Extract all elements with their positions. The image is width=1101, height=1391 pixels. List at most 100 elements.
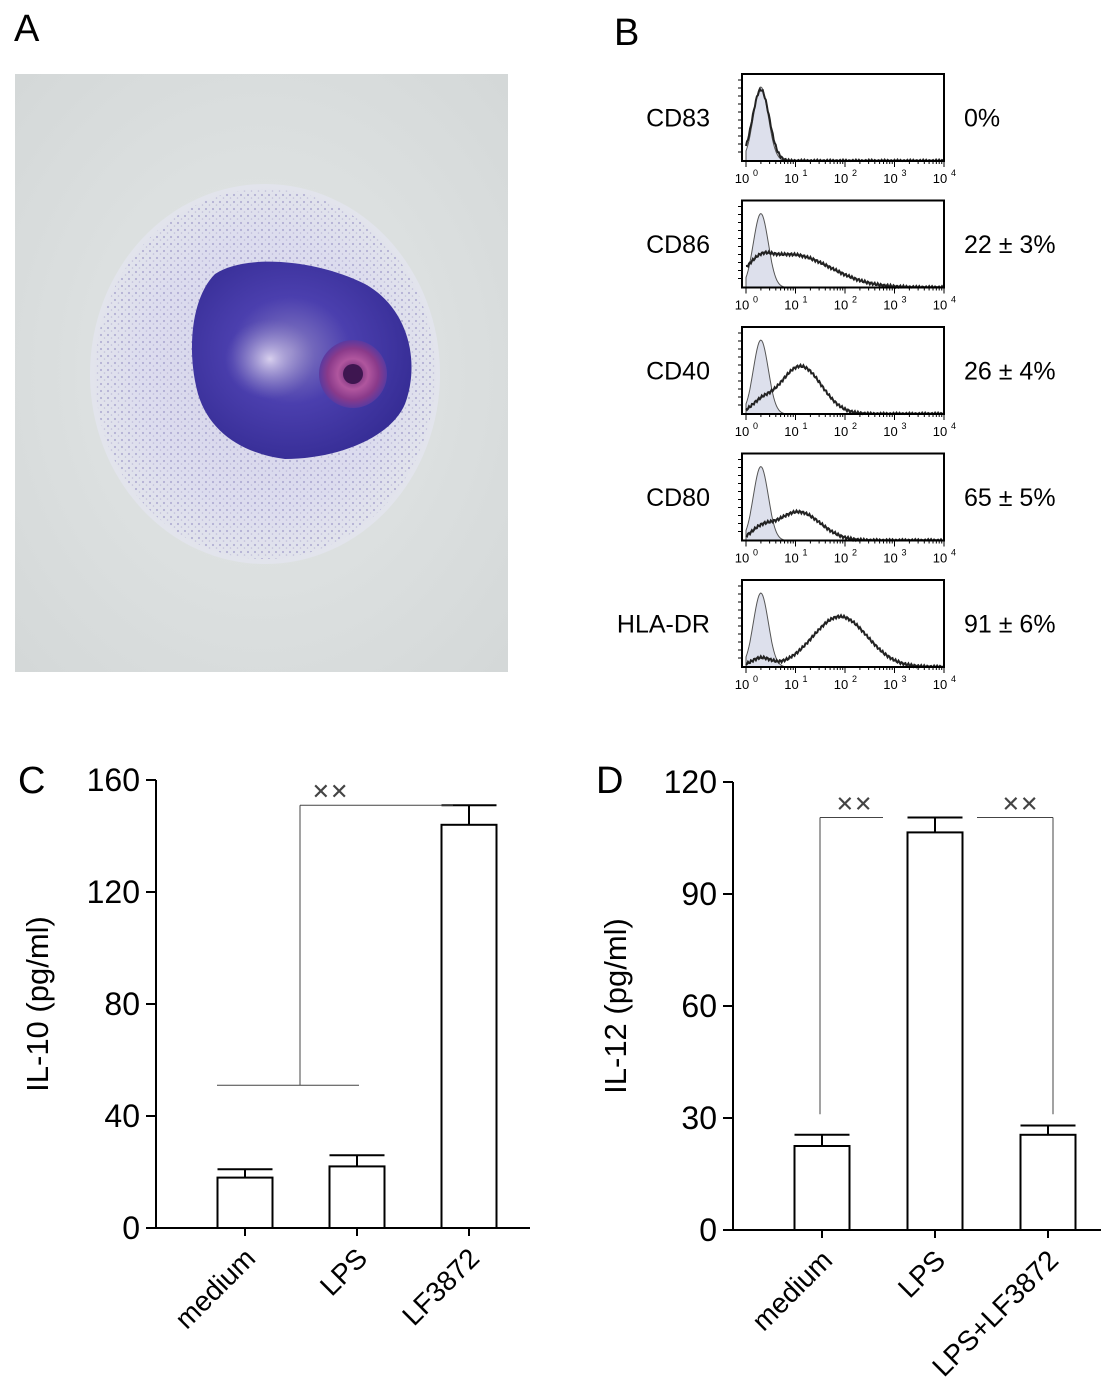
y-tick-label: 60 bbox=[681, 988, 717, 1024]
panel-c-letter: C bbox=[18, 760, 46, 802]
y-tick-label: 160 bbox=[87, 762, 140, 798]
x-tick-exponent: 1 bbox=[803, 548, 808, 558]
x-tick-exponent: 1 bbox=[803, 421, 808, 431]
x-tick-exponent: 4 bbox=[951, 674, 956, 684]
marker-label: CD40 bbox=[646, 358, 710, 386]
y-axis-label: IL-12 (pg/ml) bbox=[598, 918, 633, 1094]
significance-label: ✕✕ bbox=[312, 779, 349, 804]
significance-label: ✕✕ bbox=[836, 791, 873, 816]
y-tick-label: 90 bbox=[681, 876, 717, 912]
x-tick-exponent: 4 bbox=[951, 421, 956, 431]
x-tick-label: 10 bbox=[883, 424, 897, 439]
marker-percent: 22 ± 3% bbox=[964, 231, 1056, 259]
marker-label: CD83 bbox=[646, 105, 710, 133]
x-tick-exponent: 1 bbox=[803, 168, 808, 178]
x-tick-label: 10 bbox=[883, 171, 897, 186]
histogram-hla-dr: HLA-DR 91 ± 6% 10 0 10 1 10 2 10 3 10 4 bbox=[617, 579, 1056, 692]
bar-medium bbox=[793, 1145, 851, 1231]
histogram-cd80: CD80 65 ± 5% 10 0 10 1 10 2 10 3 10 4 bbox=[646, 452, 1056, 566]
isotype-control-curve bbox=[745, 86, 826, 162]
x-tick-label: 10 bbox=[883, 298, 897, 313]
marker-label: CD80 bbox=[646, 484, 710, 512]
x-tick-exponent: 3 bbox=[902, 168, 907, 178]
stained-curve bbox=[745, 249, 944, 290]
x-tick-label: 10 bbox=[735, 551, 749, 566]
significance-label: ✕✕ bbox=[1002, 791, 1039, 816]
isotype-control-curve bbox=[745, 466, 826, 541]
x-tick-label: 10 bbox=[834, 551, 848, 566]
x-tick-exponent: 4 bbox=[951, 168, 956, 178]
significance-bracket-right: ✕✕ bbox=[977, 791, 1054, 1115]
x-tick-exponent: 0 bbox=[753, 421, 758, 431]
x-tick-exponent: 1 bbox=[803, 674, 808, 684]
x-tick-label: 10 bbox=[784, 677, 798, 692]
x-tick-exponent: 2 bbox=[852, 421, 857, 431]
x-tick-exponent: 4 bbox=[951, 295, 956, 305]
y-tick-label: 30 bbox=[681, 1100, 717, 1136]
x-tick-label: 10 bbox=[834, 424, 848, 439]
x-tick-label: 10 bbox=[933, 171, 947, 186]
x-tick-label: 10 bbox=[883, 677, 897, 692]
x-tick-exponent: 3 bbox=[902, 421, 907, 431]
il10-bar-chart: 0 40 80 120 160 IL-10 (pg/ml) medium LPS LF3872 ✕… bbox=[20, 762, 530, 1335]
cell-micrograph-image bbox=[15, 74, 508, 672]
x-tick-exponent: 2 bbox=[852, 548, 857, 558]
y-axis-label: IL-10 (pg/ml) bbox=[20, 916, 55, 1092]
x-tick-label: 10 bbox=[933, 551, 947, 566]
significance-bracket-left: ✕✕ bbox=[819, 791, 883, 1115]
significance-bracket: ✕✕ bbox=[217, 779, 453, 1086]
bar-lps bbox=[906, 831, 964, 1232]
histogram-cd83: CD83 0% 10 0 10 1 10 2 10 3 10 4 bbox=[646, 73, 1000, 186]
x-category-label: medium bbox=[169, 1242, 261, 1334]
x-tick-exponent: 2 bbox=[852, 674, 857, 684]
panel-b-letter: B bbox=[614, 12, 640, 54]
bar-lf3872 bbox=[440, 823, 498, 1230]
panel-d-letter: D bbox=[596, 760, 624, 802]
x-tick-exponent: 0 bbox=[753, 295, 758, 305]
y-tick-label: 120 bbox=[87, 874, 140, 910]
inclusion-center bbox=[343, 364, 363, 384]
bar-lps bbox=[328, 1165, 386, 1229]
marker-label: HLA-DR bbox=[617, 611, 710, 639]
marker-percent: 91 ± 6% bbox=[964, 611, 1056, 639]
x-tick-label: 10 bbox=[735, 677, 749, 692]
bar-lps+lf3872 bbox=[1019, 1133, 1077, 1231]
x-category-label: LPS bbox=[314, 1242, 373, 1301]
x-tick-label: 10 bbox=[834, 677, 848, 692]
marker-percent: 26 ± 4% bbox=[964, 358, 1056, 386]
marker-percent: 0% bbox=[964, 105, 1000, 133]
x-tick-exponent: 0 bbox=[753, 674, 758, 684]
x-tick-exponent: 3 bbox=[902, 295, 907, 305]
histogram-cd40: CD40 26 ± 4% 10 0 10 1 10 2 10 3 10 4 bbox=[646, 326, 1056, 439]
x-tick-label: 10 bbox=[834, 298, 848, 313]
x-tick-label: 10 bbox=[735, 298, 749, 313]
x-category-label: medium bbox=[746, 1244, 838, 1336]
x-tick-exponent: 3 bbox=[902, 674, 907, 684]
x-tick-label: 10 bbox=[933, 677, 947, 692]
x-tick-exponent: 2 bbox=[852, 295, 857, 305]
y-tick-label: 80 bbox=[104, 986, 140, 1022]
x-tick-label: 10 bbox=[784, 171, 798, 186]
x-tick-exponent: 3 bbox=[902, 548, 907, 558]
bar-medium bbox=[216, 1176, 274, 1230]
histogram-cd86: CD86 22 ± 3% 10 0 10 1 10 2 10 3 10 4 bbox=[646, 199, 1056, 313]
x-tick-exponent: 0 bbox=[753, 548, 758, 558]
x-tick-exponent: 2 bbox=[852, 168, 857, 178]
y-tick-label: 120 bbox=[664, 764, 717, 800]
marker-percent: 65 ± 5% bbox=[964, 484, 1056, 512]
x-tick-label: 10 bbox=[883, 551, 897, 566]
x-category-label: LF3872 bbox=[396, 1242, 485, 1331]
x-tick-label: 10 bbox=[784, 424, 798, 439]
x-tick-label: 10 bbox=[784, 298, 798, 313]
y-tick-label: 0 bbox=[699, 1212, 717, 1248]
marker-label: CD86 bbox=[646, 231, 710, 259]
x-category-label: LPS bbox=[892, 1244, 951, 1303]
y-tick-label: 0 bbox=[122, 1210, 140, 1246]
x-tick-exponent: 1 bbox=[803, 295, 808, 305]
isotype-control-curve bbox=[745, 213, 826, 288]
x-tick-label: 10 bbox=[784, 551, 798, 566]
x-tick-exponent: 4 bbox=[951, 548, 956, 558]
x-tick-label: 10 bbox=[735, 424, 749, 439]
x-tick-label: 10 bbox=[834, 171, 848, 186]
